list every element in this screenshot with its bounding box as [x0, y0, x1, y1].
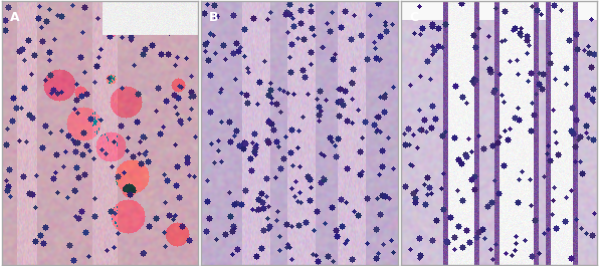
Text: A: A [10, 11, 19, 24]
Text: C: C [409, 11, 418, 24]
Text: B: B [209, 11, 219, 24]
